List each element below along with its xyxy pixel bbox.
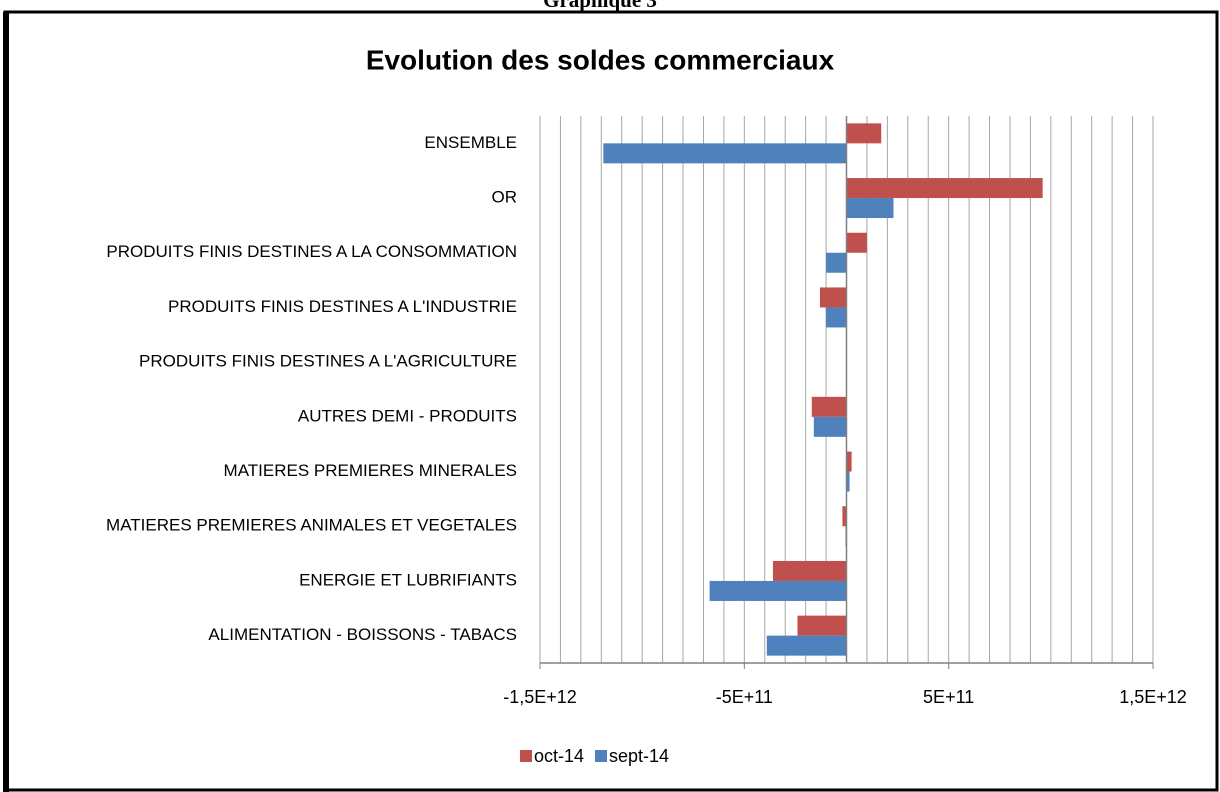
legend-label: sept-14 bbox=[609, 746, 669, 766]
bar bbox=[846, 123, 882, 144]
y-tick-label: ALIMENTATION - BOISSONS - TABACS bbox=[208, 625, 517, 644]
x-tick-label: 1,5E+12 bbox=[1119, 687, 1187, 707]
bar bbox=[846, 178, 1043, 199]
bar bbox=[603, 143, 847, 164]
bar bbox=[811, 396, 847, 417]
y-tick-label: PRODUITS FINIS DESTINES A L'AGRICULTURE bbox=[139, 352, 517, 371]
x-tick-label: -5E+11 bbox=[716, 687, 773, 707]
y-tick-label: ENSEMBLE bbox=[424, 133, 517, 152]
bar bbox=[797, 615, 847, 636]
legend-swatch bbox=[595, 750, 607, 762]
bar bbox=[772, 560, 847, 581]
x-tick-label: 5E+11 bbox=[923, 687, 974, 707]
bar bbox=[846, 471, 850, 492]
y-tick-label: OR bbox=[492, 188, 518, 207]
bar bbox=[826, 307, 847, 328]
bar bbox=[846, 198, 894, 219]
frame-left bbox=[3, 12, 9, 792]
y-tick-label: PRODUITS FINIS DESTINES A L'INDUSTRIE bbox=[168, 297, 517, 316]
legend-label: oct-14 bbox=[534, 746, 584, 766]
y-tick-label: AUTRES DEMI - PRODUITS bbox=[298, 406, 517, 425]
bar bbox=[846, 232, 867, 253]
y-tick-label: PRODUITS FINIS DESTINES A LA CONSOMMATIO… bbox=[106, 242, 517, 261]
frame bbox=[3, 10, 1219, 792]
bar bbox=[813, 416, 847, 437]
bar bbox=[819, 287, 847, 308]
y-tick-label: MATIERES PREMIERES ANIMALES ET VEGETALES bbox=[106, 516, 517, 535]
caption: Graphique 3 bbox=[543, 0, 657, 12]
y-tick-label: ENERGIE ET LUBRIFIANTS bbox=[299, 570, 517, 589]
bar bbox=[709, 580, 847, 601]
x-tick-label: -1,5E+12 bbox=[503, 687, 577, 707]
legend-swatch bbox=[520, 750, 532, 762]
bar bbox=[826, 252, 847, 273]
y-tick-label: MATIERES PREMIERES MINERALES bbox=[224, 461, 517, 480]
bar bbox=[846, 451, 852, 472]
bar bbox=[842, 506, 847, 527]
chart-title: Evolution des soldes commerciaux bbox=[366, 44, 835, 75]
bar bbox=[766, 635, 847, 656]
